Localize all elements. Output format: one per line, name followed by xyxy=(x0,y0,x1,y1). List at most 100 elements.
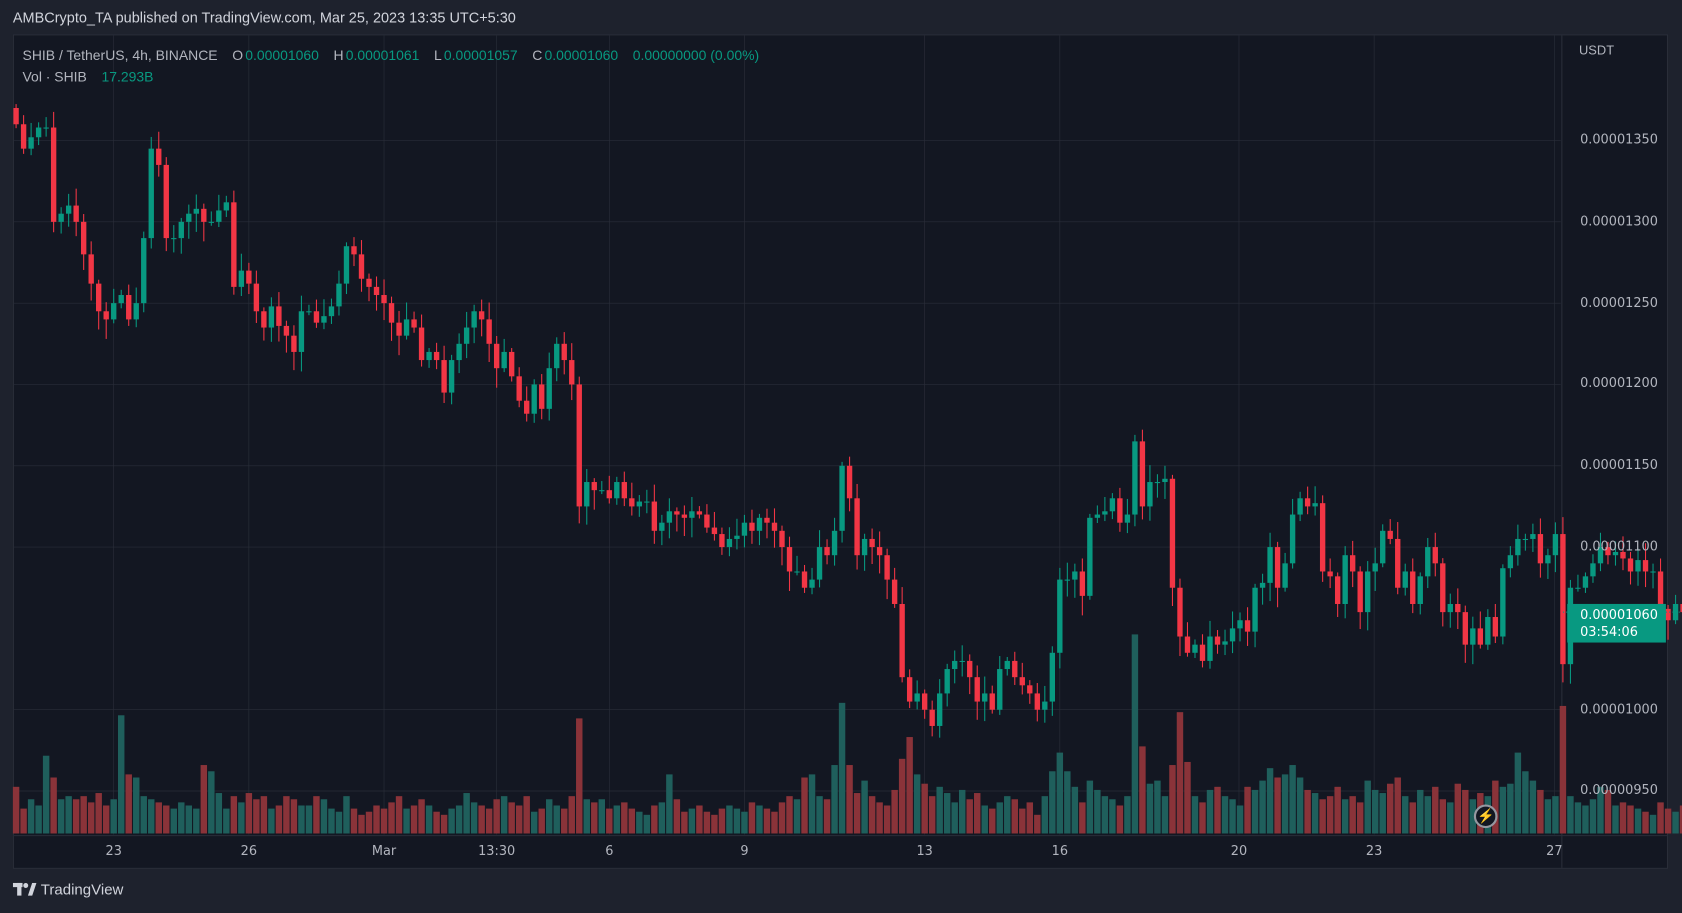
currency-label[interactable]: USDT xyxy=(1579,42,1615,58)
volume-bar xyxy=(568,796,575,834)
volume-bar xyxy=(478,805,485,834)
volume-bar xyxy=(1499,786,1507,834)
time-tick-label: 6 xyxy=(605,843,614,859)
volume-bar xyxy=(928,796,936,834)
volume-bar xyxy=(1402,796,1409,834)
candle-up xyxy=(448,360,455,393)
volume-bar xyxy=(838,702,846,834)
candle-up xyxy=(1485,617,1491,645)
price-tick-label: 0.00001150 xyxy=(1580,457,1658,473)
volume-bar xyxy=(1409,802,1416,834)
volume-bar xyxy=(1199,802,1206,834)
candle-down xyxy=(358,254,365,279)
candle-down xyxy=(313,311,320,323)
volume-bar xyxy=(1251,789,1259,834)
volume-bar xyxy=(470,802,478,834)
volume-bar xyxy=(1296,777,1304,834)
volume-bar xyxy=(1071,786,1079,834)
candle-down xyxy=(704,514,710,528)
candle-up xyxy=(1207,636,1213,661)
candle-down xyxy=(1432,547,1438,564)
candle-down xyxy=(771,522,778,531)
candle-up xyxy=(238,270,245,287)
candle-up xyxy=(1229,628,1236,642)
volume-bar xyxy=(1364,780,1371,834)
volume-bar xyxy=(1634,808,1642,834)
volume-bar xyxy=(861,780,868,834)
candle-down xyxy=(621,482,627,499)
candle-up xyxy=(659,522,665,531)
time-tick-label: 13 xyxy=(916,843,933,859)
symbol-label[interactable]: SHIB / TetherUS, 4h, BINANCE xyxy=(22,47,218,64)
candle-up xyxy=(1222,641,1228,645)
candle-up xyxy=(178,221,184,239)
candle-up xyxy=(471,311,477,328)
volume-bar xyxy=(1649,814,1657,834)
candle-up xyxy=(216,210,222,222)
volume-bar xyxy=(1161,796,1169,834)
volume-bar xyxy=(913,774,921,834)
price-tick-label: 0.00000950 xyxy=(1580,782,1658,798)
candle-down xyxy=(974,677,980,702)
candle-down xyxy=(96,283,102,312)
candle-down xyxy=(88,254,94,284)
volume-bar xyxy=(50,777,57,834)
candle-down xyxy=(283,325,290,336)
volume-bar xyxy=(1049,771,1056,834)
volume-bar xyxy=(102,805,110,834)
volume-label[interactable]: Vol · SHIB xyxy=(22,68,87,85)
volume-bar xyxy=(410,805,418,834)
tradingview-logo[interactable]: TradingView xyxy=(12,881,124,898)
candle-up xyxy=(937,693,943,726)
candle-up xyxy=(636,501,643,507)
candle-up xyxy=(1507,555,1514,569)
volume-bar xyxy=(1544,799,1552,834)
volume-bar xyxy=(801,777,808,834)
candle-down xyxy=(486,319,492,344)
volume-bar xyxy=(1019,808,1026,834)
candle-up xyxy=(944,669,950,694)
volume-bar xyxy=(1559,705,1567,834)
price-tick-label: 0.00001000 xyxy=(1580,701,1658,717)
volume-bar xyxy=(418,799,425,834)
volume-bar xyxy=(230,796,238,834)
candle-down xyxy=(1680,603,1682,613)
candle-up xyxy=(208,221,215,223)
candle-down xyxy=(921,693,928,710)
time-tick-label: 23 xyxy=(1365,843,1383,859)
candle-up xyxy=(554,343,560,369)
volume-bar xyxy=(921,783,928,834)
candle-down xyxy=(779,530,785,548)
candle-up xyxy=(599,490,605,492)
volume-bar xyxy=(891,789,898,834)
candle-up xyxy=(546,368,552,409)
volume-bar xyxy=(388,802,395,834)
volume-bar xyxy=(1334,786,1341,834)
candle-down xyxy=(433,351,440,361)
volume-bar xyxy=(681,811,688,834)
candle-up xyxy=(1109,498,1116,512)
volume-bar xyxy=(643,814,651,834)
candle-down xyxy=(156,148,162,165)
volume-bar xyxy=(673,799,681,834)
lightning-icon[interactable]: ⚡ xyxy=(1473,804,1498,829)
volume-bar xyxy=(621,802,628,834)
volume-bar xyxy=(996,802,1003,834)
close-label: C xyxy=(532,47,543,64)
volume-bar xyxy=(846,765,853,834)
candle-down xyxy=(591,482,597,491)
candle-up xyxy=(35,127,42,138)
volume-bar xyxy=(72,799,80,834)
candle-up xyxy=(1237,620,1243,629)
time-tick-label: Mar xyxy=(371,843,397,859)
volume-bar xyxy=(403,808,410,834)
volume-bar xyxy=(1229,799,1236,834)
candle-down xyxy=(1319,503,1326,572)
candle-up xyxy=(28,137,34,149)
volume-bar xyxy=(906,737,913,834)
close-value: 0.00001060 xyxy=(544,47,619,64)
candle-up xyxy=(1259,582,1266,588)
candle-up xyxy=(1500,568,1506,637)
volume-bar xyxy=(1664,808,1672,834)
